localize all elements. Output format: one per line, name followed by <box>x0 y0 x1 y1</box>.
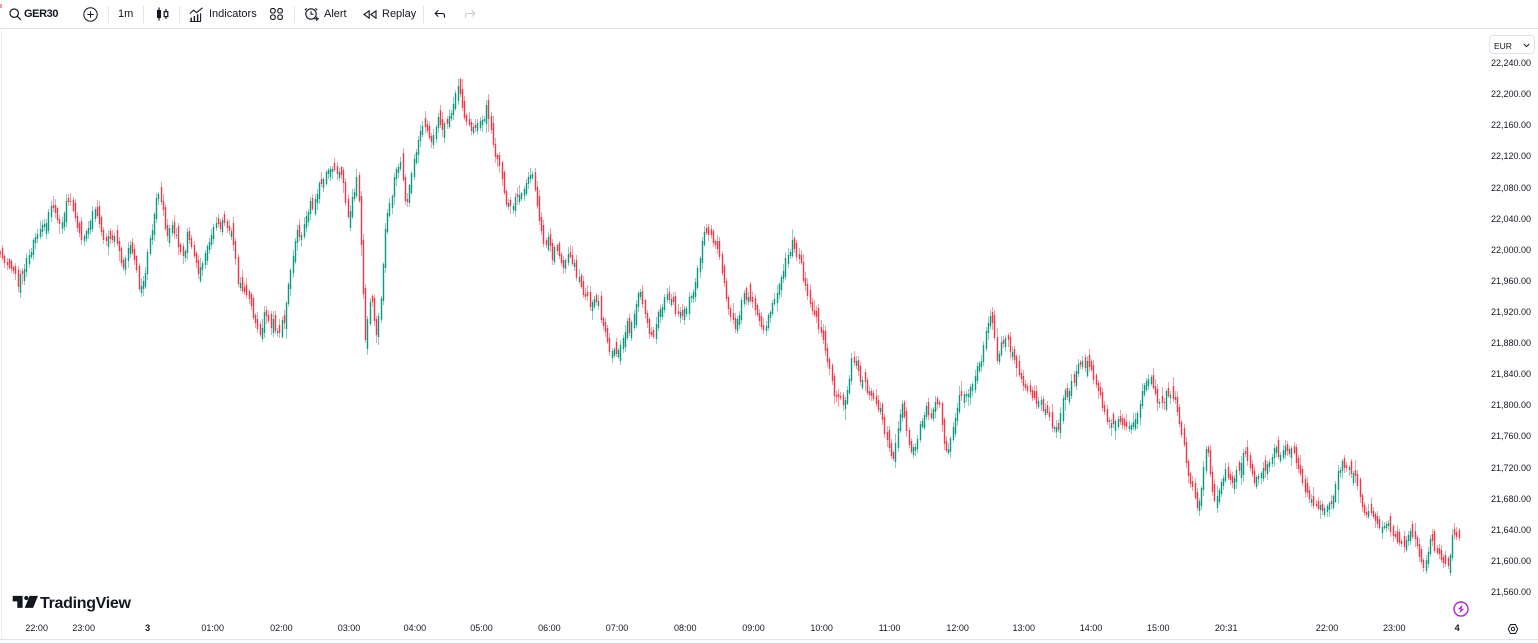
svg-text:TradingView: TradingView <box>40 595 132 612</box>
